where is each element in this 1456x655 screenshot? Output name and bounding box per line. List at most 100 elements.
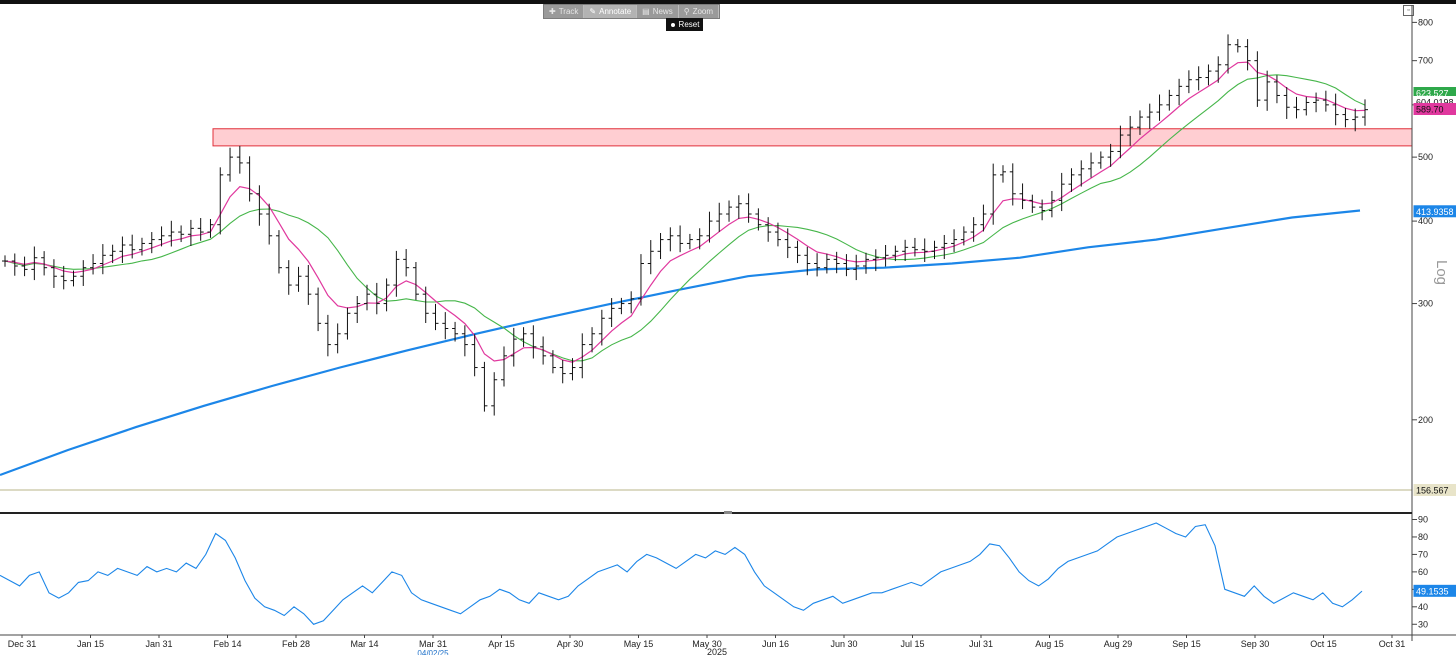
price-bar xyxy=(207,219,214,238)
price-bar xyxy=(412,262,419,300)
x-tick-label: May 30 xyxy=(692,639,722,649)
price-bar xyxy=(266,203,273,245)
price-bar xyxy=(324,314,331,357)
price-bar xyxy=(403,249,410,277)
price-bar xyxy=(373,282,380,315)
x-tick-label: Oct 31 xyxy=(1379,639,1406,649)
price-bar xyxy=(589,327,596,353)
price-bar xyxy=(843,254,850,277)
price-bar xyxy=(295,266,302,292)
price-bar xyxy=(814,253,821,277)
price-bar xyxy=(1283,86,1290,119)
price-bar xyxy=(1117,125,1124,159)
price-bar xyxy=(960,226,967,246)
price-bar xyxy=(1068,168,1075,192)
y-tick-label: 200 xyxy=(1418,415,1433,425)
expand-icon[interactable]: ▫ xyxy=(1403,5,1414,16)
price-bar xyxy=(872,249,879,272)
price-bar xyxy=(745,193,752,223)
price-bar xyxy=(559,359,566,384)
x-tick-label: Jun 30 xyxy=(830,639,857,649)
price-bar xyxy=(931,240,938,260)
zoom-button[interactable]: ⚲ Zoom xyxy=(679,5,720,18)
track-button[interactable]: ✚ Track xyxy=(544,5,585,18)
x-tick-label: Mar 31 xyxy=(419,639,447,649)
price-bar xyxy=(1322,90,1329,112)
price-bar xyxy=(1009,163,1016,206)
osc-y-tick-label: 80 xyxy=(1418,532,1428,542)
x-tick-label: Feb 14 xyxy=(213,639,241,649)
price-bar xyxy=(383,278,390,312)
badge-medium-ma: 623.527 xyxy=(1416,89,1449,99)
badge-long-ma-bg xyxy=(1413,205,1456,218)
price-bar xyxy=(1313,92,1320,113)
price-bar xyxy=(452,321,459,342)
price-bar xyxy=(99,244,106,275)
price-bar xyxy=(735,195,742,219)
price-bar xyxy=(178,225,185,243)
price-bar xyxy=(716,202,723,232)
price-bar xyxy=(1254,51,1261,107)
price-bar xyxy=(1107,143,1114,167)
chart-frame xyxy=(0,5,1456,641)
price-bar xyxy=(520,327,527,347)
x-axis: Dec 31 Jan 15 Jan 31 Feb 14 Feb 28 Mar 14 Mar … xyxy=(8,635,1406,655)
price-bar xyxy=(823,253,830,274)
badge-level: 156.567 xyxy=(1416,485,1449,495)
price-bar xyxy=(21,256,28,277)
chart-toolbar: ✚ Track ✎ Annotate ▤ News ⚲ Zoom xyxy=(543,4,721,19)
price-bar xyxy=(275,230,282,274)
x-date-label: 04/02/25 xyxy=(417,649,449,655)
price-bar xyxy=(364,284,371,311)
price-bar xyxy=(1088,152,1095,178)
price-bar xyxy=(1019,183,1026,210)
news-button[interactable]: ▤ News xyxy=(637,5,679,18)
x-tick-label: Jan 31 xyxy=(145,639,172,649)
price-bar xyxy=(393,250,400,297)
price-bar xyxy=(315,287,322,332)
price-bar xyxy=(598,309,605,346)
x-tick-label: Apr 15 xyxy=(488,639,515,649)
price-bar xyxy=(1205,64,1212,86)
price-bar xyxy=(1127,115,1134,146)
annotate-button[interactable]: ✎ Annotate xyxy=(584,5,638,18)
price-bar xyxy=(579,333,586,379)
price-bar xyxy=(686,233,693,250)
price-bar xyxy=(1146,103,1153,129)
price-bar xyxy=(129,234,136,259)
price-bar xyxy=(510,327,517,367)
news-icon: ▤ xyxy=(642,7,650,16)
x-tick-label: May 15 xyxy=(624,639,654,649)
price-bar xyxy=(1029,194,1036,213)
badge-long-ma: 413.9358 xyxy=(1416,207,1454,217)
price-bar xyxy=(990,163,997,225)
badge-level-bg xyxy=(1413,483,1456,496)
x-tick-label: Feb 28 xyxy=(282,639,310,649)
price-bar xyxy=(481,361,488,412)
y-tick-label: 800 xyxy=(1418,17,1433,27)
price-bar xyxy=(90,254,97,275)
badge-oscillator: 49.1535 xyxy=(1416,586,1449,596)
magnifier-icon: ⚲ xyxy=(683,7,690,16)
price-bar xyxy=(618,297,625,315)
price-bar xyxy=(31,246,38,281)
price-bar xyxy=(608,298,615,328)
price-bar xyxy=(422,286,429,324)
price-bar xyxy=(285,260,292,295)
reset-icon xyxy=(669,21,676,28)
price-bar xyxy=(970,217,977,242)
price-bar xyxy=(138,237,145,256)
reset-button[interactable]: Reset xyxy=(666,18,703,31)
osc-y-tick-label: 90 xyxy=(1418,514,1428,524)
price-bar xyxy=(1078,160,1085,187)
badge-short-ma: 589.70 xyxy=(1416,105,1444,115)
price-panel: 200300400500600700800Log623.527604.01985… xyxy=(0,17,1456,496)
badge-price: 604.0198 xyxy=(1416,98,1454,108)
divider-handle-icon xyxy=(724,511,732,514)
price-bar xyxy=(1352,108,1359,132)
price-bar xyxy=(765,217,772,242)
x-tick-label: Apr 30 xyxy=(557,639,584,649)
price-bar xyxy=(1342,107,1349,128)
price-bar xyxy=(1176,78,1183,106)
